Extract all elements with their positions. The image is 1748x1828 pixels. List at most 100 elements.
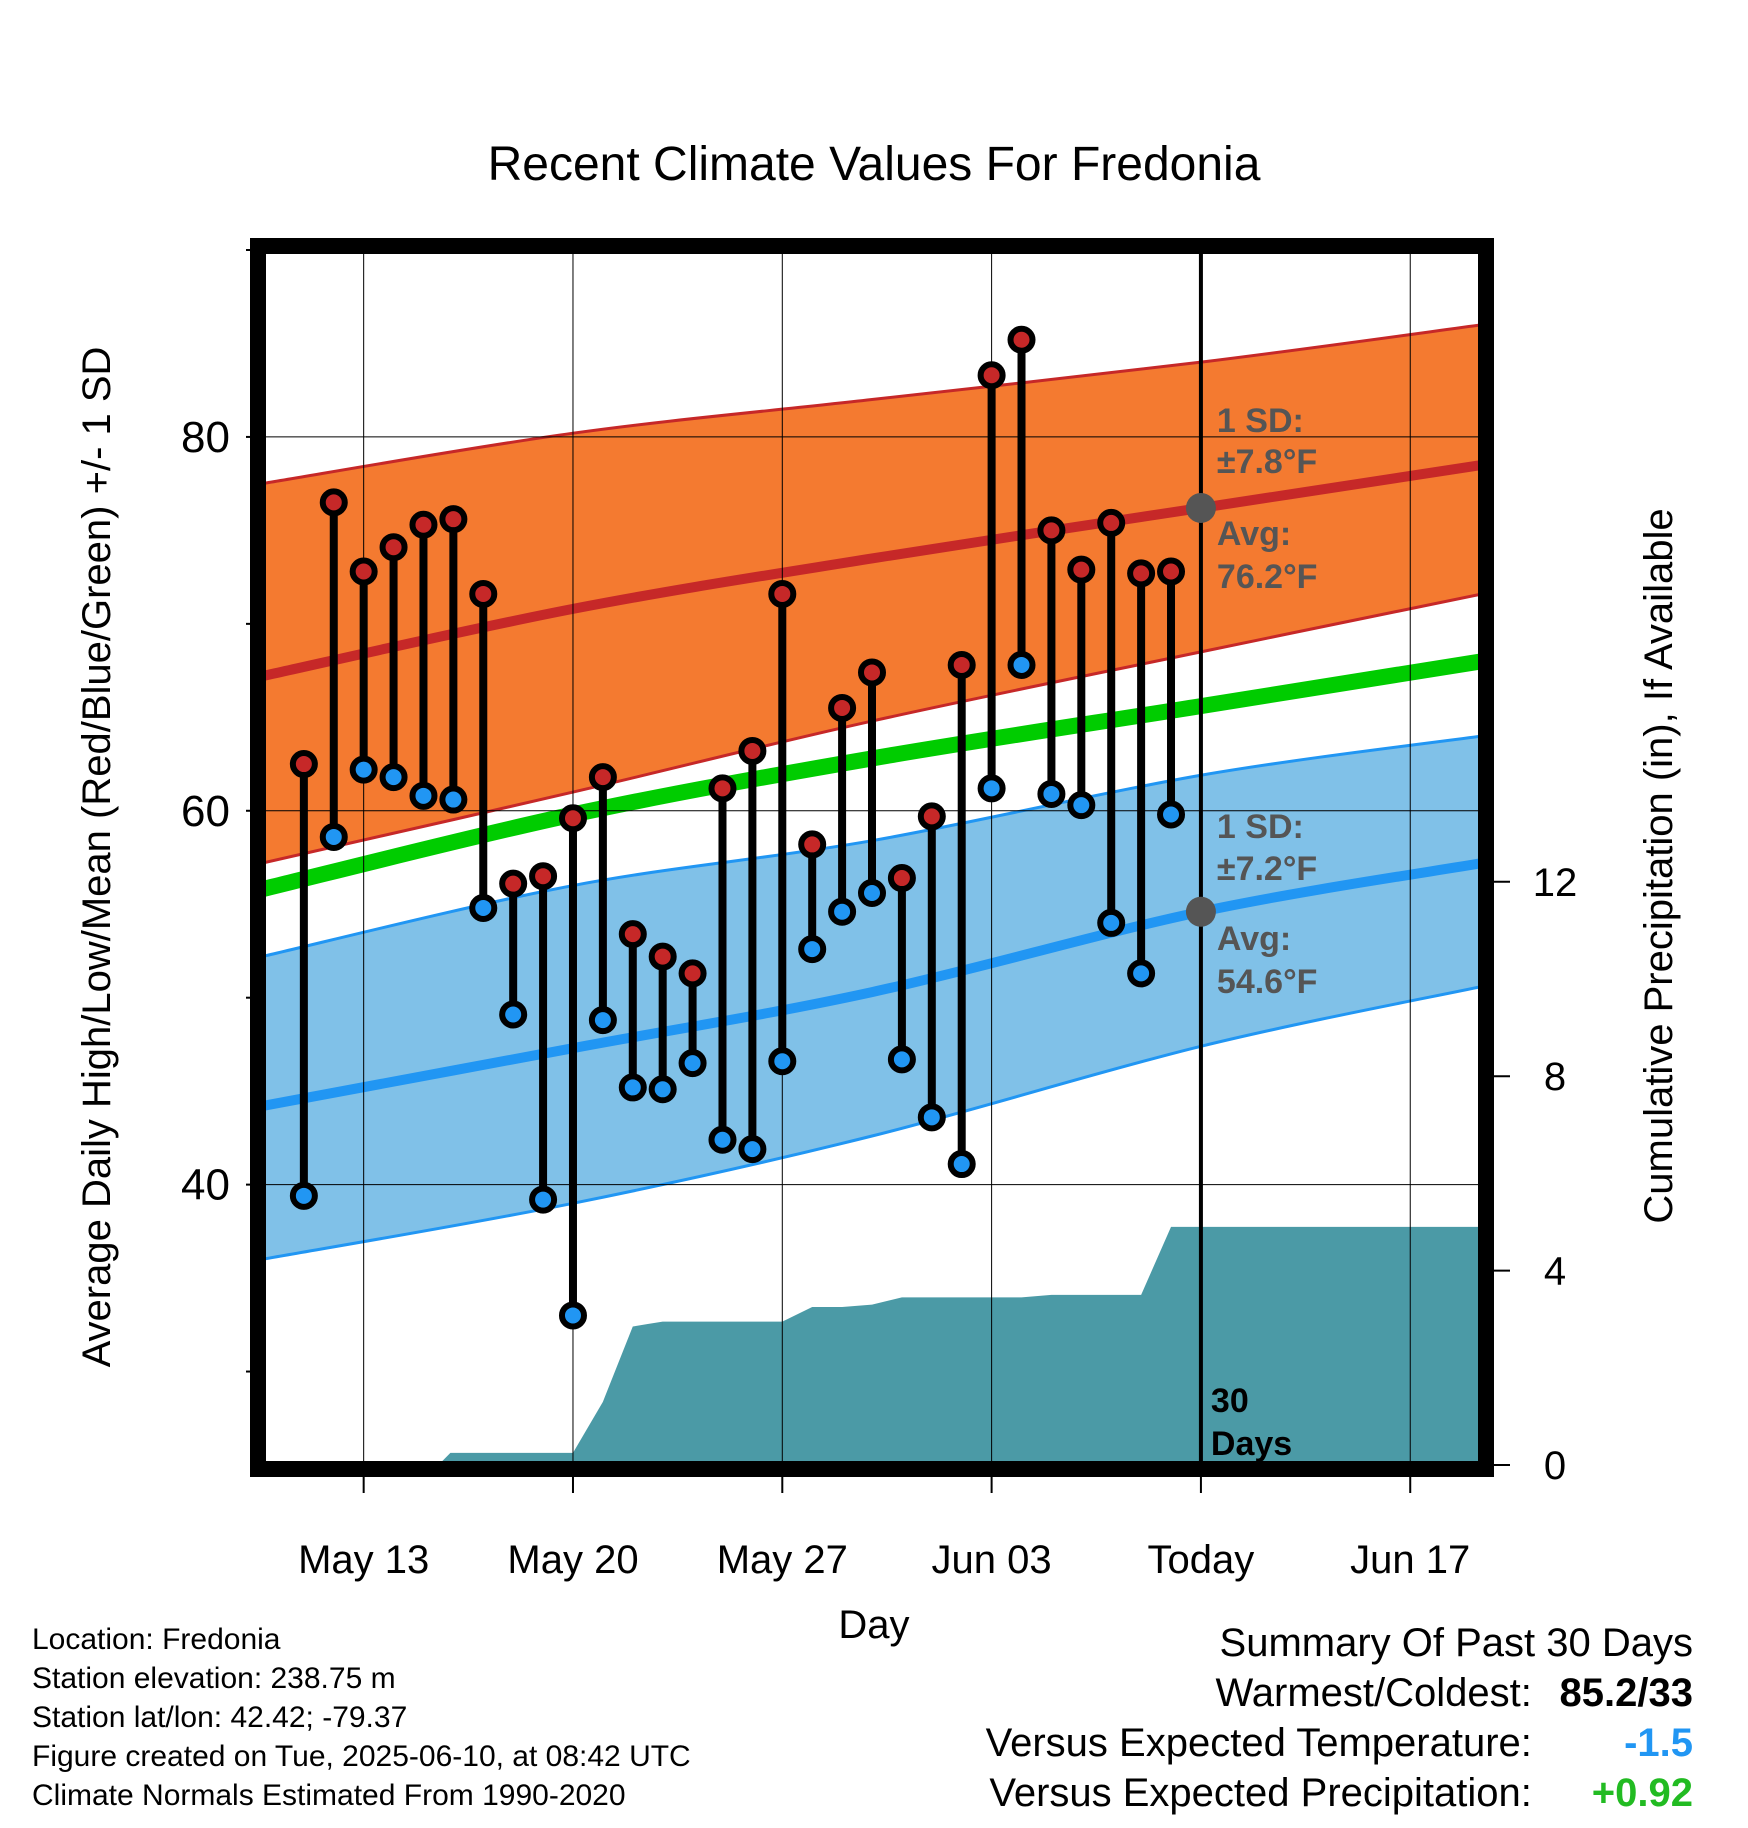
high-point: [319, 488, 348, 517]
y-tick-label: 40: [181, 1161, 230, 1210]
low-point: [588, 1006, 617, 1035]
high-point: [1097, 508, 1126, 537]
info-elevation: Station elevation: 238.75 m: [32, 1662, 396, 1695]
info-normals: Climate Normals Estimated From 1990-2020: [32, 1779, 626, 1812]
high-point: [1007, 325, 1036, 354]
summary-warmest-label: Warmest/Coldest:: [1215, 1671, 1532, 1715]
y-axis-label-right: Cumulative Precipitation (in), If Availa…: [1637, 508, 1681, 1223]
high-point: [588, 763, 617, 792]
x-tick-label: May 20: [507, 1538, 638, 1582]
high-point: [409, 510, 438, 539]
low-point: [648, 1075, 677, 1104]
low-point: [439, 785, 468, 814]
x-tick-label: Jun 17: [1350, 1538, 1470, 1582]
summary-panel: Summary Of Past 30 Days Warmest/Coldest:…: [986, 1618, 1693, 1818]
high-point: [1067, 555, 1096, 584]
low-point: [409, 781, 438, 810]
low-point: [558, 1301, 587, 1330]
low-point: [349, 755, 378, 784]
low-point: [379, 763, 408, 792]
high-point: [678, 959, 707, 988]
low-point: [708, 1125, 737, 1154]
low-point: [947, 1150, 976, 1179]
high-band-upper-edge: [262, 323, 1482, 486]
x-tick-label: May 13: [298, 1538, 429, 1582]
high-point: [469, 579, 498, 608]
low-point: [1127, 959, 1156, 988]
low-sd-label: 1 SD:: [1217, 808, 1304, 846]
high-point: [917, 802, 946, 831]
high-point: [1127, 559, 1156, 588]
low-sd-band: [262, 736, 1482, 1260]
high-point: [738, 736, 767, 765]
high-point: [858, 658, 886, 687]
high-avg-today-marker: [1185, 492, 1216, 523]
low-point: [768, 1047, 797, 1076]
low-sd-value: ±7.2°F: [1217, 850, 1317, 888]
low-point: [1037, 779, 1066, 808]
x-axis-label: Day: [838, 1603, 909, 1647]
high-avg-value: 76.2°F: [1217, 558, 1318, 596]
info-created: Figure created on Tue, 2025-06-10, at 08…: [32, 1740, 691, 1773]
low-point: [678, 1049, 707, 1078]
low-point: [1097, 908, 1126, 937]
high-point: [349, 557, 378, 586]
summary-precip-label: Versus Expected Precipitation:: [989, 1771, 1532, 1815]
chart-title: Recent Climate Values For Fredonia: [488, 138, 1261, 191]
low-avg-label: Avg:: [1217, 920, 1291, 958]
low-point: [917, 1103, 946, 1132]
y-tick-label: 80: [181, 413, 230, 462]
high-point: [768, 579, 797, 608]
summary-precip-value: +0.92: [1591, 1771, 1693, 1815]
y-right-tick-label: 0: [1544, 1444, 1566, 1488]
low-point: [618, 1073, 647, 1102]
low-point: [289, 1181, 318, 1210]
low-point: [798, 935, 827, 964]
summary-warmest-value: 85.2/33: [1559, 1671, 1693, 1715]
y-right-tick-label: 4: [1544, 1250, 1566, 1294]
high-avg-label: Avg:: [1217, 515, 1291, 553]
y-right-tick-label: 12: [1533, 861, 1578, 905]
low-point: [469, 893, 498, 922]
low-avg-value: 54.6°F: [1217, 963, 1318, 1001]
high-point: [558, 804, 587, 833]
today-days-word: Days: [1211, 1425, 1292, 1463]
low-point: [977, 774, 1006, 803]
low-avg-today-marker: [1185, 896, 1216, 927]
plot-frame: [250, 238, 1494, 1477]
high-point: [828, 693, 857, 722]
high-point: [1037, 516, 1066, 545]
high-point: [289, 750, 318, 779]
high-point: [648, 942, 677, 971]
summary-warmest-row: Warmest/Coldest: 85.2/33: [986, 1668, 1694, 1718]
precip-area: [262, 1226, 1482, 1465]
high-point: [379, 533, 408, 562]
high-avg-line: [262, 460, 1482, 682]
high-sd-band: [262, 324, 1482, 864]
summary-title: Summary Of Past 30 Days: [1219, 1621, 1693, 1665]
low-point: [1157, 800, 1186, 829]
high-point: [618, 920, 647, 949]
y-tick-label: 60: [181, 787, 230, 836]
high-point: [499, 869, 528, 898]
high-point: [708, 774, 737, 803]
high-point: [947, 650, 976, 679]
x-tick-label: Jun 03: [932, 1538, 1052, 1582]
y-axis-label: Average Daily High/Low/Mean (Red/Blue/Gr…: [75, 347, 119, 1368]
summary-temp-row: Versus Expected Temperature: -1.5: [986, 1718, 1693, 1768]
high-point: [977, 361, 1006, 390]
high-sd-value: ±7.8°F: [1217, 443, 1317, 481]
summary-temp-value: -1.5: [1624, 1721, 1693, 1765]
x-tick-label: May 27: [717, 1538, 848, 1582]
low-point: [858, 879, 886, 908]
high-point: [1157, 557, 1186, 586]
x-tick-label: Today: [1148, 1538, 1255, 1582]
high-point: [887, 864, 916, 893]
high-point: [798, 830, 827, 859]
low-point: [887, 1045, 916, 1074]
low-band-lower-edge: [262, 985, 1482, 1261]
low-avg-line: [262, 858, 1482, 1112]
high-point: [529, 862, 558, 891]
high-point: [439, 505, 468, 534]
